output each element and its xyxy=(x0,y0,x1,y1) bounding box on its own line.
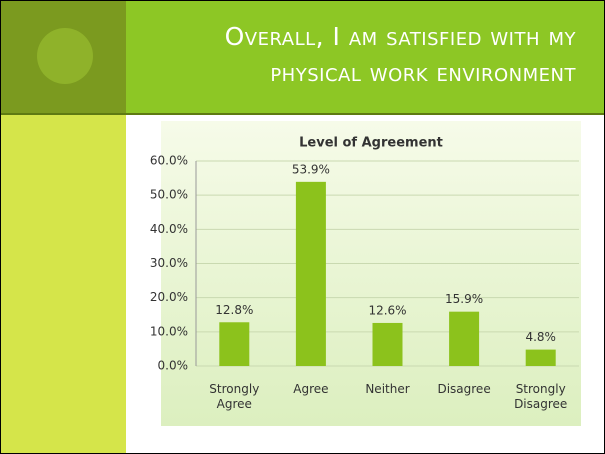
x-tick-label: Strongly Disagree xyxy=(514,382,568,411)
x-tick-label: Disagree xyxy=(437,382,491,396)
y-tick-label: 40.0% xyxy=(150,222,188,236)
x-tick-label: Neither xyxy=(365,382,410,396)
value-label: 12.8% xyxy=(215,303,253,317)
bar xyxy=(372,322,403,366)
y-tick-label: 10.0% xyxy=(150,324,188,338)
y-tick-label: 0.0% xyxy=(158,359,189,373)
title-band xyxy=(126,1,604,113)
value-label: 15.9% xyxy=(445,292,483,306)
divider xyxy=(1,113,604,115)
chart-title: Level of Agreement xyxy=(299,136,443,151)
value-label: 12.6% xyxy=(368,303,406,317)
bar xyxy=(525,349,556,366)
x-tick-label: Strongly Agree xyxy=(209,382,260,411)
y-tick-label: 50.0% xyxy=(150,188,188,202)
value-label: 4.8% xyxy=(525,330,556,344)
y-tick-label: 30.0% xyxy=(150,256,188,270)
corner-circle xyxy=(37,28,93,84)
chart-area xyxy=(161,121,581,426)
slide-title: Overall, I am satisfied with my physical… xyxy=(224,22,576,87)
side-strip xyxy=(1,115,126,453)
x-tick-label: Agree xyxy=(293,382,329,396)
y-tick-label: 60.0% xyxy=(150,154,188,168)
bar xyxy=(219,322,250,366)
y-tick-label: 20.0% xyxy=(150,290,188,304)
bar xyxy=(449,311,480,366)
value-label: 53.9% xyxy=(292,162,330,176)
bar xyxy=(295,181,326,366)
